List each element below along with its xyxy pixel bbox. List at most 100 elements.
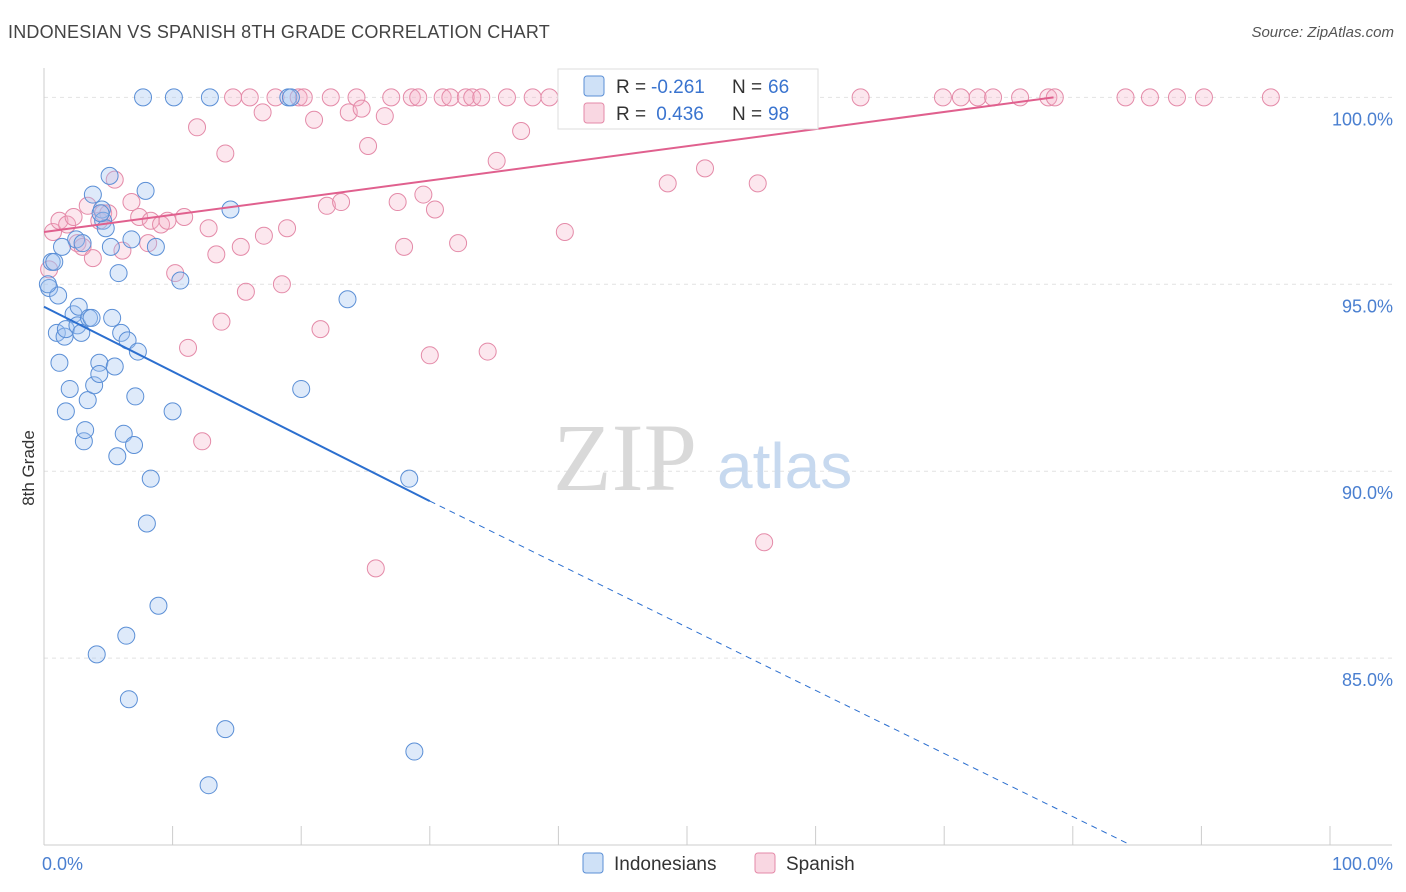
indonesians-point-49 [146, 237, 165, 256]
indonesians-point-64 [72, 323, 91, 342]
indonesians-point-39 [114, 424, 133, 443]
spanish-trend-line [43, 96, 1054, 233]
legend-swatch-indonesians [583, 75, 605, 97]
indonesians-point-13 [60, 379, 79, 398]
indonesians-point-50 [149, 596, 168, 615]
indonesians-point-54 [221, 200, 240, 219]
indonesians-point-57 [338, 290, 357, 309]
spanish-point-63 [463, 88, 482, 107]
spanish-point-97 [1194, 88, 1213, 107]
indonesians-point-47 [137, 514, 156, 533]
spanish-point-68 [512, 122, 531, 141]
spanish-point-80 [696, 159, 715, 178]
indonesians-point-35 [105, 357, 124, 376]
indonesians-point-25 [85, 376, 104, 395]
y-axis-label: 8th Grade [19, 430, 38, 506]
indonesians-point-20 [76, 421, 95, 440]
spanish-point-94 [1116, 88, 1135, 107]
spanish-point-35 [266, 88, 285, 107]
spanish-point-59 [433, 88, 452, 107]
spanish-point-67 [497, 88, 516, 107]
legend-swatch-spanish [583, 102, 605, 124]
indonesians-point-38 [112, 323, 131, 342]
legend-n-label-2: N = [732, 104, 762, 125]
spanish-point-21 [175, 208, 194, 226]
y-tick-label-3: 85.0% [1342, 670, 1393, 690]
indonesians-point-55 [199, 776, 218, 795]
indonesians-point-44 [126, 387, 145, 406]
indonesians-point-7 [49, 286, 68, 305]
spanish-point-60 [441, 88, 460, 107]
spanish-point-71 [555, 222, 574, 241]
watermark-atlas: atlas [717, 430, 852, 502]
indonesians-point-2 [200, 88, 219, 107]
indonesians-point-21 [78, 391, 97, 410]
spanish-point-24 [193, 432, 212, 451]
indonesians-point-4 [281, 88, 300, 107]
indonesians-point-61 [45, 252, 64, 271]
chart-title: INDONESIAN VS SPANISH 8TH GRADE CORRELAT… [8, 22, 550, 42]
spanish-point-34 [254, 226, 273, 245]
spanish-point-46 [347, 88, 366, 107]
y-tick-label-2: 90.0% [1342, 483, 1393, 503]
y-tick-labels: 100.0% 95.0% 90.0% 85.0% [1332, 109, 1393, 690]
spanish-point-70 [540, 88, 559, 107]
spanish-point-57 [420, 346, 439, 365]
spanish-point-87 [933, 88, 952, 107]
spanish-point-55 [409, 88, 428, 107]
spanish-point-6 [73, 237, 92, 256]
axes [43, 68, 1392, 846]
spanish-point-88 [951, 88, 970, 107]
indonesians-point-28 [90, 365, 109, 383]
spanish-point-41 [311, 320, 330, 339]
indonesians-point-8 [53, 237, 72, 256]
spanish-point-86 [851, 88, 870, 107]
spanish-point-61 [449, 234, 468, 253]
spanish-point-27 [212, 312, 231, 331]
indonesians-point-17 [69, 297, 88, 316]
spanish-point-52 [388, 193, 407, 212]
spanish-point-47 [352, 99, 371, 118]
legend-r-label-1: R = [616, 77, 646, 98]
spanish-point-54 [402, 88, 421, 107]
indonesians-point-62 [91, 204, 110, 223]
legend-n-value-2: 98 [768, 104, 789, 125]
watermark-zip: ZIP [553, 404, 697, 511]
bottom-legend-indonesians: Indonesians [614, 854, 716, 875]
x-tick-label-0: 0.0% [42, 854, 83, 874]
spanish-point-98 [1261, 88, 1280, 107]
indonesians-point-10 [55, 327, 74, 346]
indonesians-point-63 [122, 230, 141, 249]
indonesians-point-56 [292, 379, 311, 398]
spanish-point-22 [179, 338, 198, 357]
indonesians-point-65 [50, 353, 69, 372]
spanish-point-96 [1167, 88, 1186, 107]
indonesians-point-23 [82, 308, 101, 327]
y-tick-label-0: 100.0% [1332, 109, 1393, 129]
y-tick-label-1: 95.0% [1342, 296, 1393, 316]
spanish-point-49 [366, 559, 385, 578]
x-tick-labels: 0.0% 100.0% [42, 854, 1393, 874]
spanish-point-58 [425, 200, 444, 219]
spanish-point-31 [236, 282, 255, 301]
spanish-point-15 [130, 208, 149, 226]
spanish-point-89 [968, 88, 987, 107]
legend-r-value-1: -0.261 [651, 77, 705, 98]
spanish-point-29 [224, 88, 243, 107]
spanish-point-43 [321, 88, 340, 107]
spanish-point-38 [289, 88, 308, 107]
legend-n-label-1: N = [732, 77, 762, 98]
indonesians-point-53 [216, 720, 235, 739]
spanish-point-25 [199, 219, 218, 238]
spanish-point-44 [332, 193, 351, 212]
indonesians-point-59 [405, 742, 424, 761]
indonesians-point-34 [103, 308, 122, 327]
spanish-point-82 [748, 174, 767, 193]
bottom-legend-swatch-spanish [754, 852, 776, 874]
spanish-point-51 [382, 88, 401, 107]
spanish-point-40 [305, 110, 324, 129]
spanish-point-4 [64, 208, 83, 226]
indonesians-point-33 [101, 237, 120, 256]
legend-r-label-2: R = [616, 104, 646, 125]
indonesians-point-32 [100, 166, 119, 185]
